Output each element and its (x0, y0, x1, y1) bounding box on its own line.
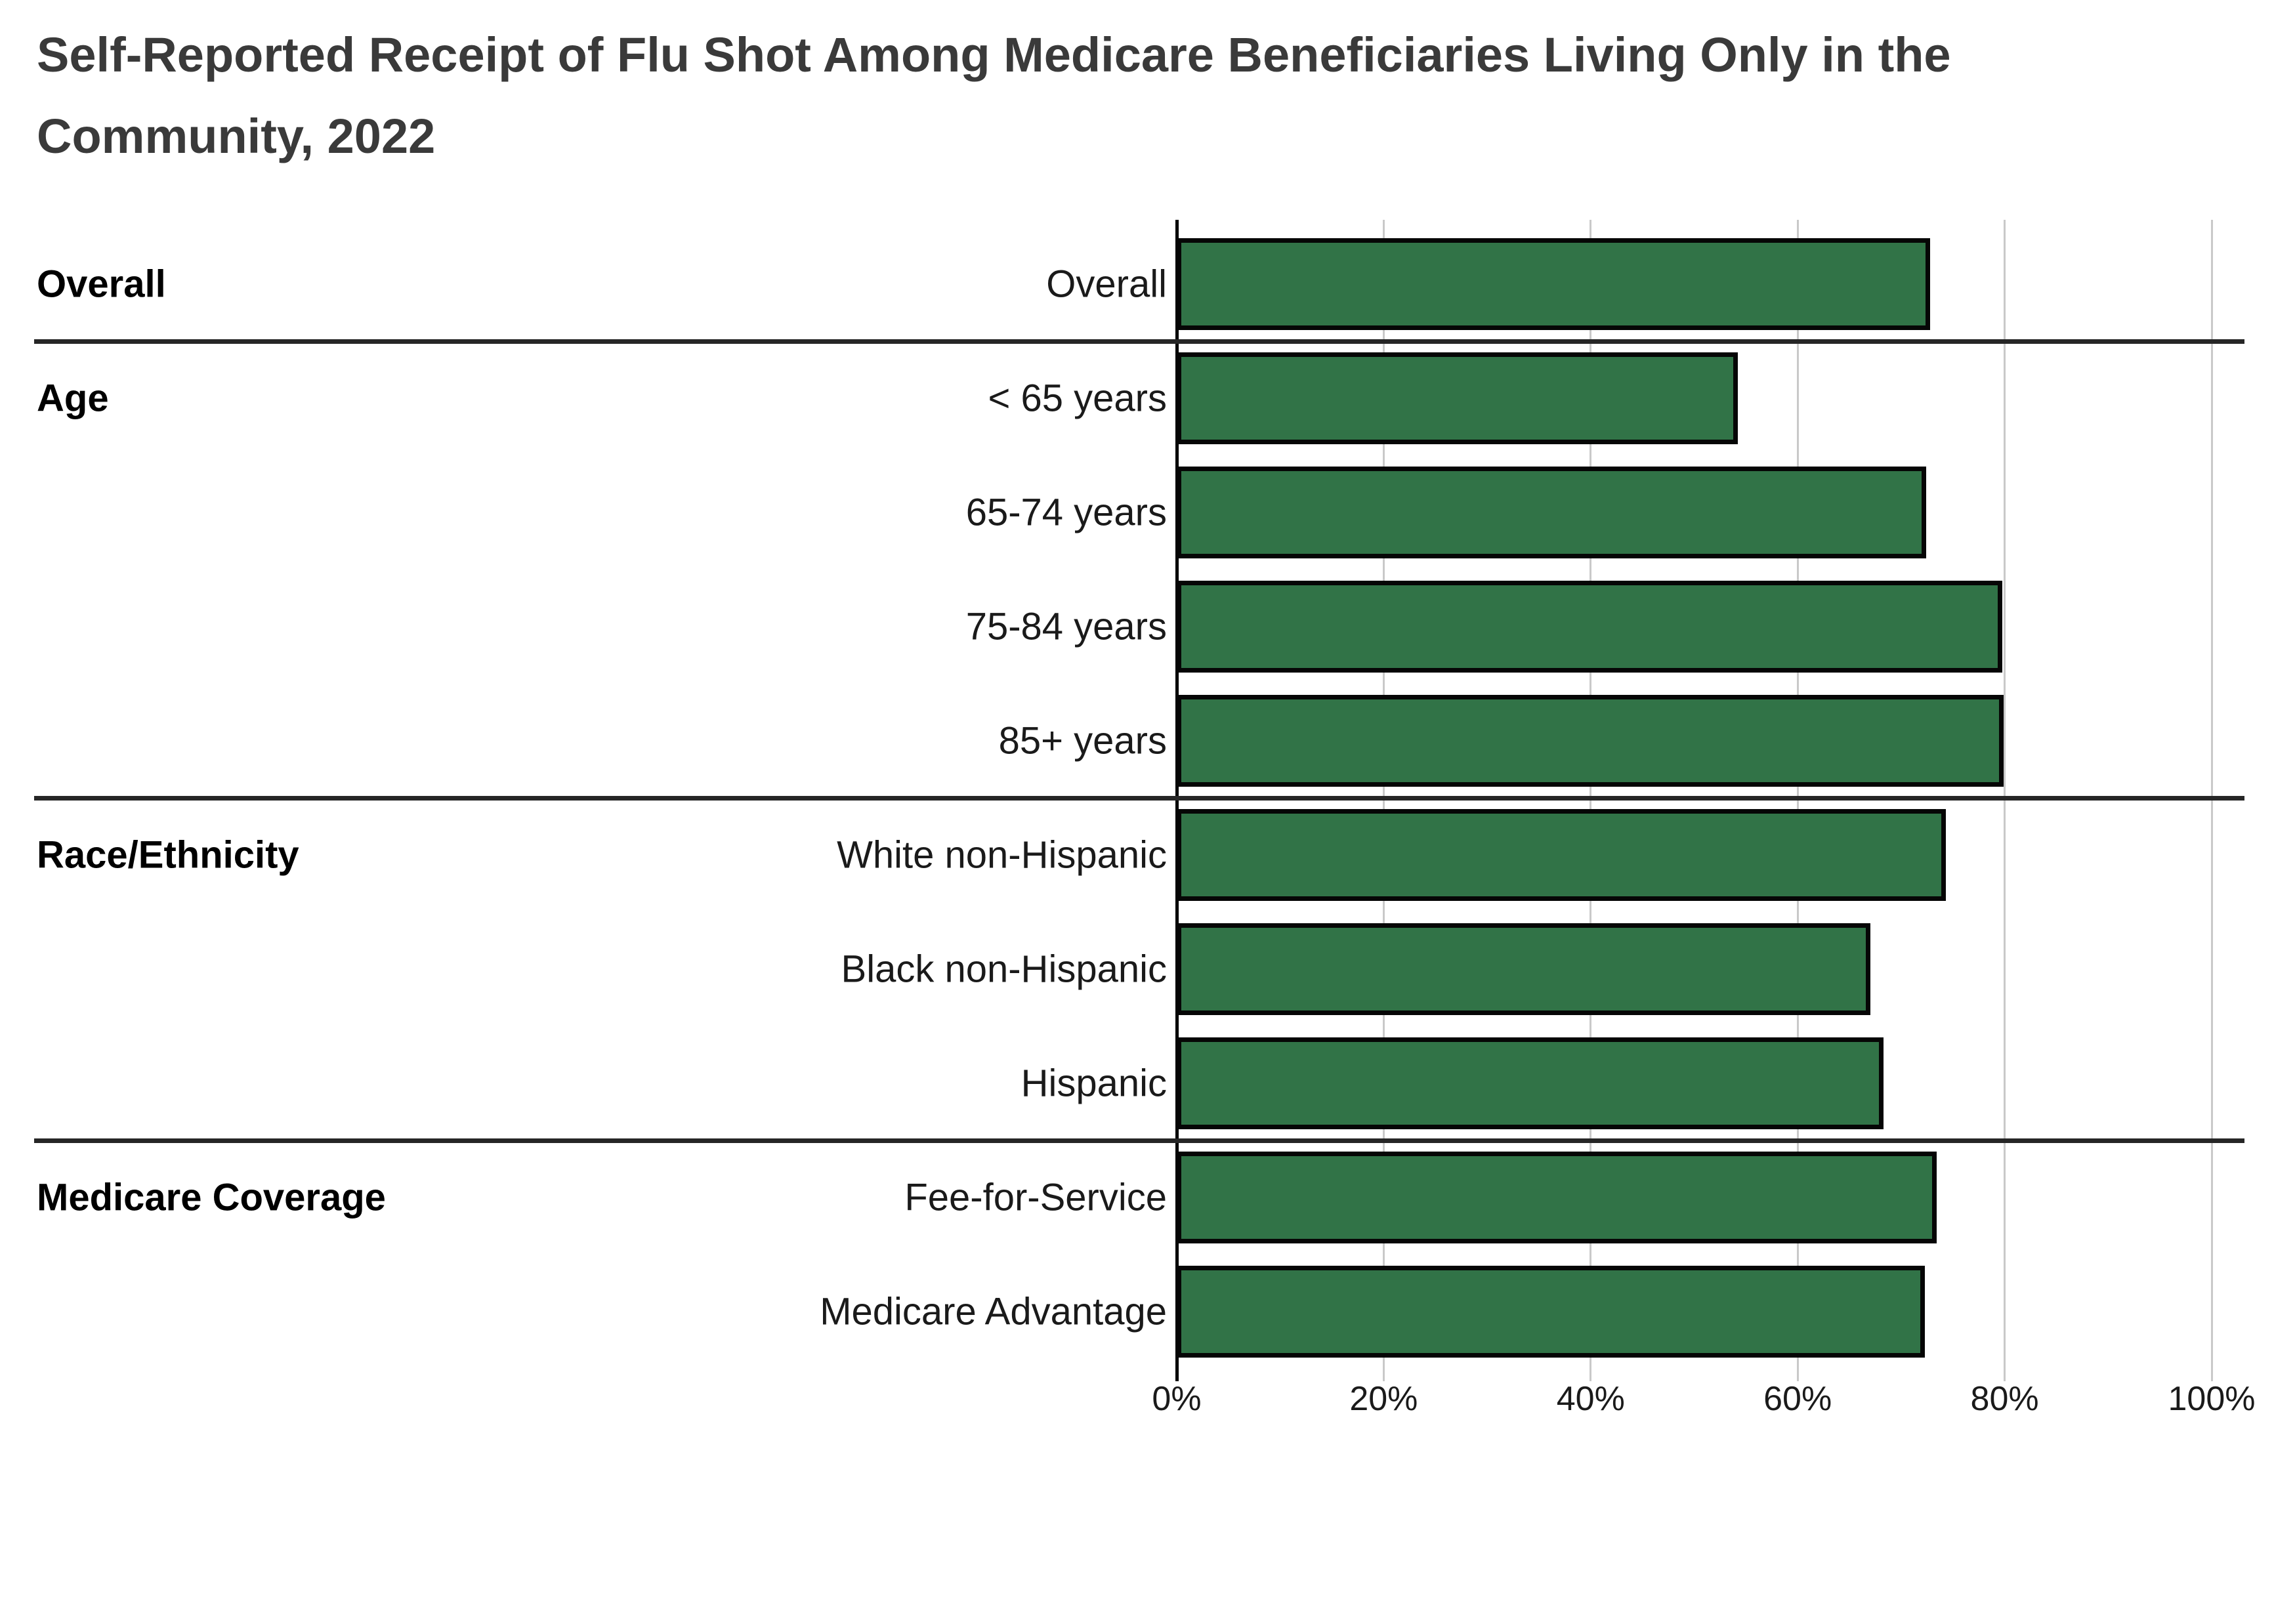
bar (1177, 581, 2003, 673)
section-divider (34, 339, 2244, 344)
bar (1177, 1037, 1884, 1129)
x-tick-label: 80% (1970, 1380, 2039, 1418)
chart-title: Self-Reported Receipt of Flu Shot Among … (37, 14, 1951, 177)
bar-label: 85+ years (998, 719, 1167, 762)
gridline-60pct (1796, 220, 1799, 1381)
bar-label: < 65 years (988, 377, 1167, 420)
gridline-20pct (1382, 220, 1385, 1381)
bar-label: Fee-for-Service (904, 1176, 1167, 1219)
bar-label: 65-74 years (965, 491, 1167, 534)
bar (1177, 238, 1931, 330)
x-tick-label: 0% (1152, 1380, 1202, 1418)
bar (1177, 809, 1946, 901)
bar-label: White non-Hispanic (837, 833, 1167, 877)
bar (1177, 695, 2004, 787)
bar-label: 75-84 years (965, 605, 1167, 648)
bar-label: Medicare Advantage (820, 1290, 1167, 1333)
group-label: Overall (37, 262, 166, 306)
gridline-80pct (2004, 220, 2006, 1381)
bar (1177, 923, 1870, 1015)
x-axis-zero-line (1175, 220, 1179, 1381)
bar (1177, 467, 1926, 558)
x-tick-label: 20% (1349, 1380, 1418, 1418)
gridline-40pct (1590, 220, 1592, 1381)
bar (1177, 352, 1738, 444)
section-divider (34, 1138, 2244, 1143)
chart-title-line-2: Community, 2022 (37, 109, 436, 163)
x-tick-label: 60% (1763, 1380, 1832, 1418)
gridline-100pct (2210, 220, 2213, 1381)
bar-label: Hispanic (1021, 1062, 1167, 1105)
group-label: Medicare Coverage (37, 1176, 386, 1219)
x-tick-label: 100% (2168, 1380, 2256, 1418)
section-divider (34, 795, 2244, 801)
bar (1177, 1266, 1926, 1358)
group-label: Race/Ethnicity (37, 833, 299, 877)
group-label: Age (37, 377, 109, 420)
chart-title-line-1: Self-Reported Receipt of Flu Shot Among … (37, 28, 1951, 82)
bar-label: Black non-Hispanic (841, 947, 1167, 991)
bar (1177, 1152, 1937, 1243)
bar-label: Overall (1046, 262, 1167, 306)
x-tick-label: 40% (1556, 1380, 1625, 1418)
